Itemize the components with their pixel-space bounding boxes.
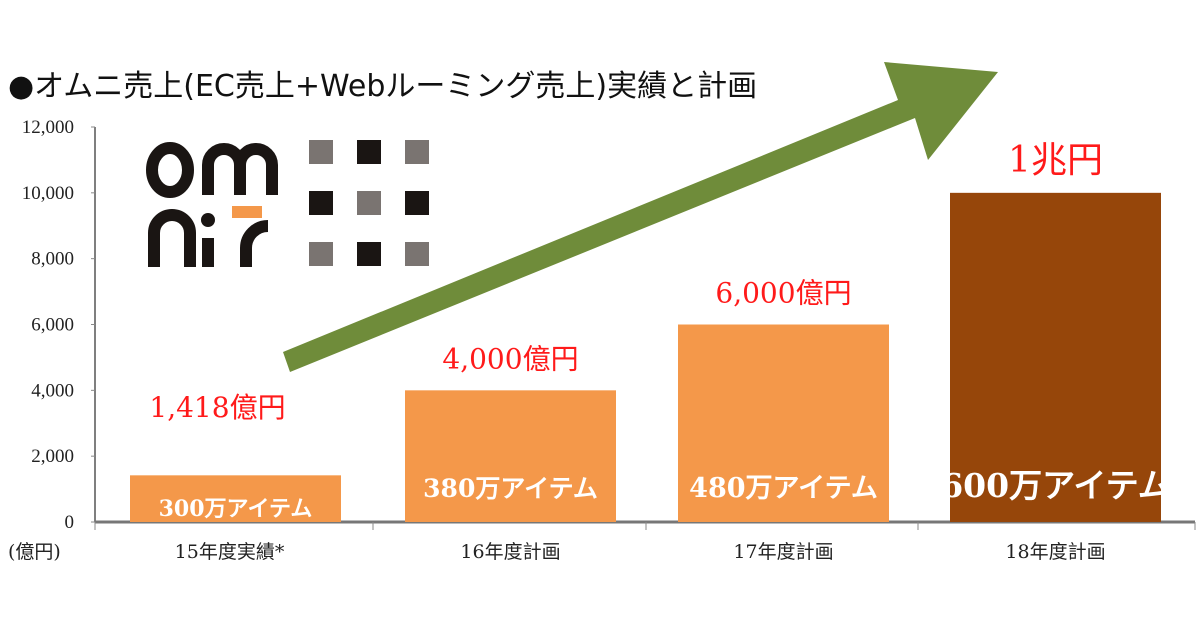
trend-arrow <box>283 62 998 372</box>
bar-15年度実績* <box>130 475 341 522</box>
y-axis-unit-label: (億円) <box>8 541 61 563</box>
logo-square <box>357 242 381 266</box>
y-tick-label: 10,000 <box>22 183 74 204</box>
logo-square <box>357 140 381 164</box>
y-tick-label: 8,000 <box>31 249 74 270</box>
y-tick-label: 0 <box>65 512 75 533</box>
logo-square <box>309 242 333 266</box>
x-category-label: 17年度計画 <box>733 541 833 563</box>
x-category-label: 18年度計画 <box>1005 541 1105 563</box>
bar-value-label: 1兆円 <box>1008 140 1103 181</box>
bar-item-count-label: 600万アイテム <box>940 466 1171 505</box>
bar-value-label: 6,000億円 <box>715 277 851 310</box>
logo-square <box>357 191 381 215</box>
x-category-label: 16年度計画 <box>460 541 560 563</box>
bar-value-label: 1,418億円 <box>149 391 285 424</box>
bar-16年度計画 <box>405 390 616 522</box>
bar-item-count-label: 480万アイテム <box>689 473 878 504</box>
y-tick-label: 4,000 <box>31 380 74 401</box>
omni7-logo <box>146 140 429 267</box>
logo-square <box>405 140 429 164</box>
bar-17年度計画 <box>678 324 889 522</box>
bar-item-count-label: 380万アイテム <box>423 474 598 503</box>
chart-title: ●オムニ売上(EC売上+Webルーミング売上)実績と計画 <box>8 69 757 104</box>
y-tick-label: 6,000 <box>31 315 74 336</box>
logo-square <box>405 191 429 215</box>
bar-value-label: 4,000億円 <box>442 342 578 375</box>
bar-item-count-label: 300万アイテム <box>159 496 313 522</box>
y-tick-label: 12,000 <box>22 117 74 138</box>
logo-square <box>405 242 429 266</box>
x-category-label: 15年度実績* <box>175 541 285 563</box>
y-tick-label: 2,000 <box>31 446 74 467</box>
bar-18年度計画 <box>950 192 1161 523</box>
logo-square <box>309 140 333 164</box>
logo-square <box>309 191 333 215</box>
